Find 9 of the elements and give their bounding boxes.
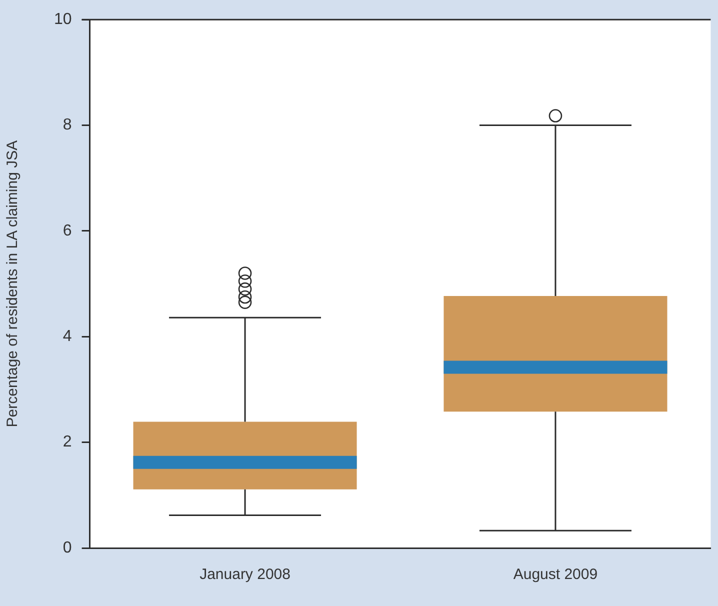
y-tick-label: 10 bbox=[54, 11, 72, 28]
y-tick-label: 2 bbox=[62, 434, 72, 451]
y-axis-title: Percentage of residents in LA claiming JSA bbox=[4, 140, 22, 428]
y-tick-label: 4 bbox=[62, 328, 72, 346]
y-tick-label: 6 bbox=[62, 222, 72, 240]
y-tick-label: 0 bbox=[62, 539, 72, 556]
x-tick-label: January 2008 bbox=[200, 566, 290, 584]
x-tick-label: August 2009 bbox=[513, 566, 598, 584]
y-tick-label: 8 bbox=[62, 116, 72, 134]
